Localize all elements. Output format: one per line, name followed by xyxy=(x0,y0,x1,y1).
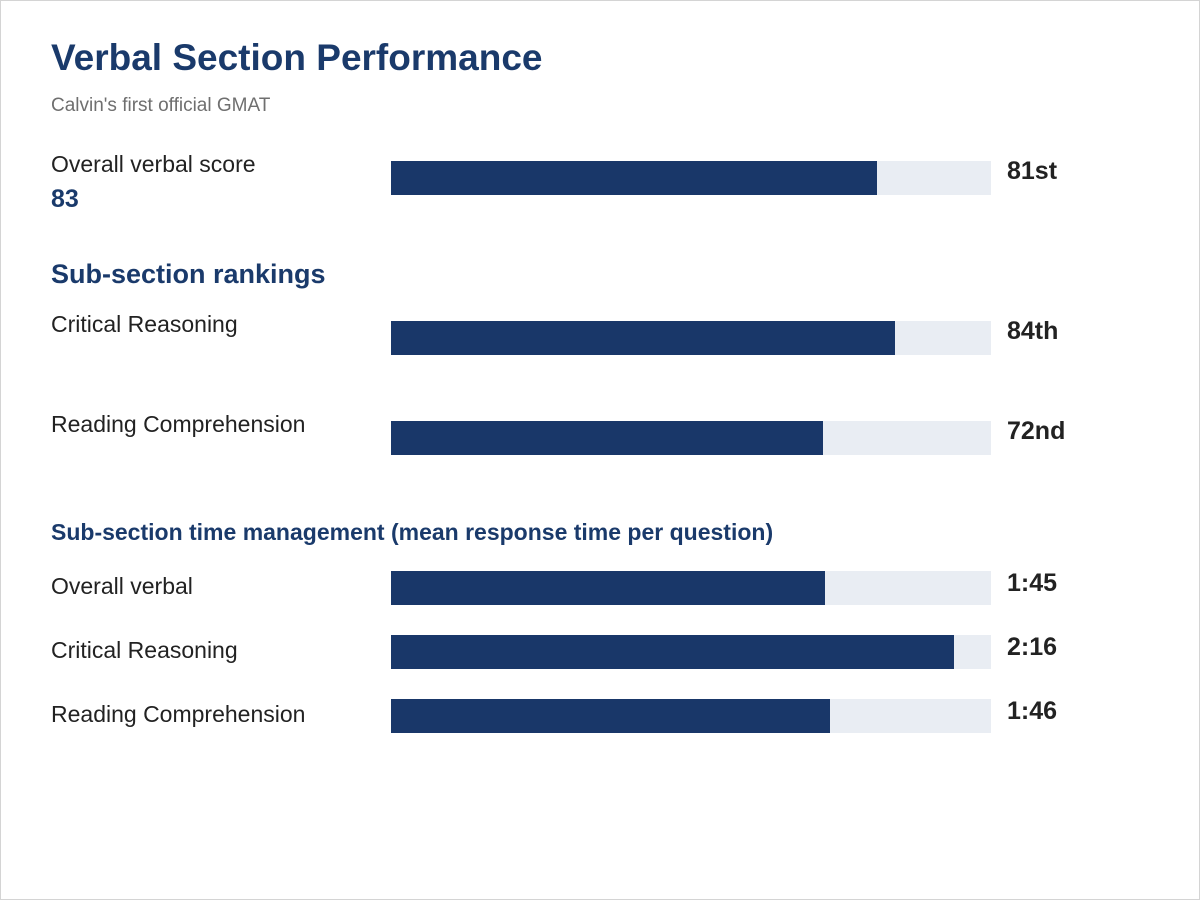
time-reading-comprehension-label: Reading Comprehension xyxy=(51,701,306,727)
page-subtitle: Calvin's first official GMAT xyxy=(51,95,271,116)
time-management-heading: Sub-section time management (mean respon… xyxy=(51,519,774,545)
rank-reading-comprehension-bar xyxy=(391,421,823,455)
rank-critical-reasoning-value: 84th xyxy=(1007,317,1059,345)
time-critical-reasoning-value: 2:16 xyxy=(1007,633,1058,661)
time-reading-comprehension-value: 1:46 xyxy=(1007,697,1058,725)
rank-critical-reasoning-bar xyxy=(391,321,895,355)
overall-verbal-percentile-label: 81st xyxy=(1007,157,1058,185)
time-overall-verbal-bar-track xyxy=(391,571,991,605)
time-reading-comprehension-bar-track xyxy=(391,699,991,733)
time-critical-reasoning-bar-track xyxy=(391,635,991,669)
time-critical-reasoning-label: Critical Reasoning xyxy=(51,637,238,663)
time-overall-verbal-label: Overall verbal xyxy=(51,573,193,599)
time-reading-comprehension-bar xyxy=(391,699,830,733)
rank-reading-comprehension-value: 72nd xyxy=(1007,417,1066,445)
overall-verbal-score-bar-track xyxy=(391,161,991,195)
time-critical-reasoning-bar xyxy=(391,635,954,669)
overall-verbal-score-label: Overall verbal score xyxy=(51,151,256,177)
time-overall-verbal-value: 1:45 xyxy=(1007,569,1058,597)
rank-critical-reasoning-bar-track xyxy=(391,321,991,355)
page-title: Verbal Section Performance xyxy=(51,37,543,78)
overall-verbal-score-bar xyxy=(391,161,877,195)
time-overall-verbal-bar xyxy=(391,571,825,605)
overall-verbal-score-value: 83 xyxy=(51,185,79,213)
rankings-heading: Sub-section rankings xyxy=(51,259,326,289)
rank-critical-reasoning-label: Critical Reasoning xyxy=(51,311,238,337)
rank-reading-comprehension-label: Reading Comprehension xyxy=(51,411,306,437)
rank-reading-comprehension-bar-track xyxy=(391,421,991,455)
